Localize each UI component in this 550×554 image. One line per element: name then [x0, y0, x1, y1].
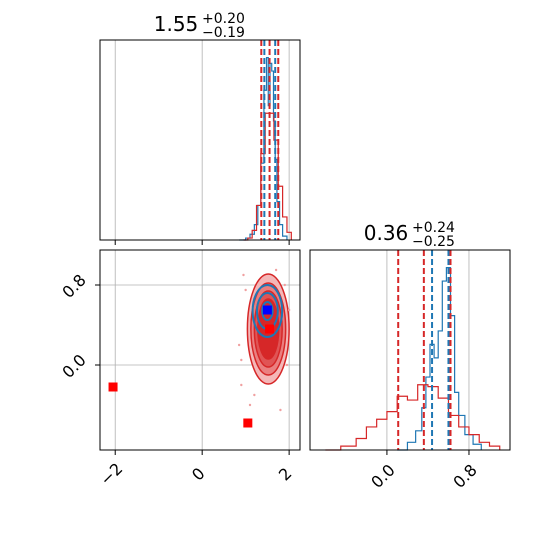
bottom-left-blue-contour-2 [261, 301, 274, 321]
top-left-frame [99, 39, 301, 241]
bottom-right-series-1 [325, 384, 501, 451]
bottom-left-sample-dot [253, 393, 256, 397]
bottom-left-xtick-label: −2 [96, 459, 126, 489]
bottom-left-marker-1 [265, 324, 275, 334]
bottom-left-sample-dot [279, 408, 282, 412]
bottom-left-sample-dot [285, 363, 289, 367]
bottom-left-sample-dot [287, 308, 291, 312]
bottom-right-frame [309, 249, 511, 451]
bottom-left-marker-3 [243, 418, 253, 428]
bottom-right-series-0 [397, 267, 482, 451]
bottom-left-sample-dot [237, 343, 241, 347]
top-left-series-1 [243, 112, 292, 241]
bottom-right-title-main: 0.36 [364, 221, 409, 245]
bottom-left-sample-dot [242, 273, 245, 277]
top-left-series-0 [239, 57, 288, 241]
bottom-left-sample-dot [274, 268, 278, 272]
top-left-title-sup: +0.20 [202, 11, 245, 27]
bottom-left-sample-dot [240, 358, 243, 362]
bottom-left-sample-dot [244, 288, 247, 292]
bottom-left-sample-dot [248, 403, 252, 407]
bottom-left-sample-dot [283, 283, 286, 287]
bottom-left-ytick-label: 0.0 [58, 350, 89, 381]
panel-bottom-right-histogram: 0.0 0.8 [309, 249, 511, 492]
bottom-right-xtick-label: 0.0 [367, 460, 398, 491]
bottom-left-marker-2 [108, 382, 118, 392]
bottom-left-ytick-label: 0.8 [58, 270, 89, 301]
bottom-left-xtick-label: 2 [275, 464, 296, 485]
top-left-title-sub: −0.19 [202, 25, 245, 41]
bottom-right-title-sub: −0.25 [412, 234, 455, 250]
bottom-left-frame [99, 249, 301, 451]
bottom-left-marker-0 [262, 305, 272, 315]
panel-top-left-histogram [99, 39, 301, 245]
bottom-left-sample-dot [240, 383, 243, 387]
bottom-left-xtick-label: 0 [188, 464, 209, 485]
bottom-right-title-sup: +0.24 [412, 220, 455, 236]
bottom-left-blue-contour-0 [251, 284, 284, 338]
top-left-title-main: 1.55 [154, 12, 199, 36]
panel-bottom-left-density: −2 0 2 0.0 0.8 [58, 249, 301, 489]
bottom-right-xtick-label: 0.8 [449, 460, 480, 491]
